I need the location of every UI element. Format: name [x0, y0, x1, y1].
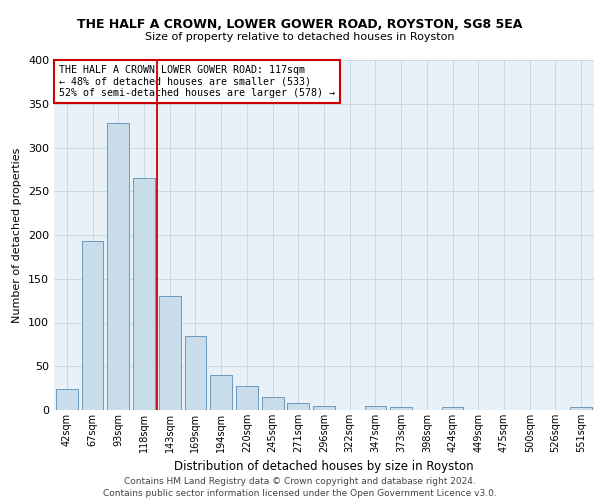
Bar — [133, 178, 155, 410]
Bar — [365, 406, 386, 410]
Bar — [159, 296, 181, 410]
Bar — [287, 403, 309, 410]
Text: THE HALF A CROWN, LOWER GOWER ROAD, ROYSTON, SG8 5EA: THE HALF A CROWN, LOWER GOWER ROAD, ROYS… — [77, 18, 523, 30]
Bar — [442, 408, 463, 410]
Bar — [56, 389, 78, 410]
Bar — [390, 408, 412, 410]
Bar — [210, 375, 232, 410]
Bar — [570, 408, 592, 410]
Bar — [185, 336, 206, 410]
Bar — [262, 397, 284, 410]
Bar — [313, 406, 335, 410]
Text: Contains HM Land Registry data © Crown copyright and database right 2024.
Contai: Contains HM Land Registry data © Crown c… — [103, 476, 497, 498]
X-axis label: Distribution of detached houses by size in Royston: Distribution of detached houses by size … — [174, 460, 474, 473]
Bar — [236, 386, 258, 410]
Y-axis label: Number of detached properties: Number of detached properties — [13, 148, 22, 322]
Bar — [82, 241, 103, 410]
Bar — [107, 123, 129, 410]
Text: THE HALF A CROWN LOWER GOWER ROAD: 117sqm
← 48% of detached houses are smaller (: THE HALF A CROWN LOWER GOWER ROAD: 117sq… — [59, 66, 335, 98]
Text: Size of property relative to detached houses in Royston: Size of property relative to detached ho… — [145, 32, 455, 42]
